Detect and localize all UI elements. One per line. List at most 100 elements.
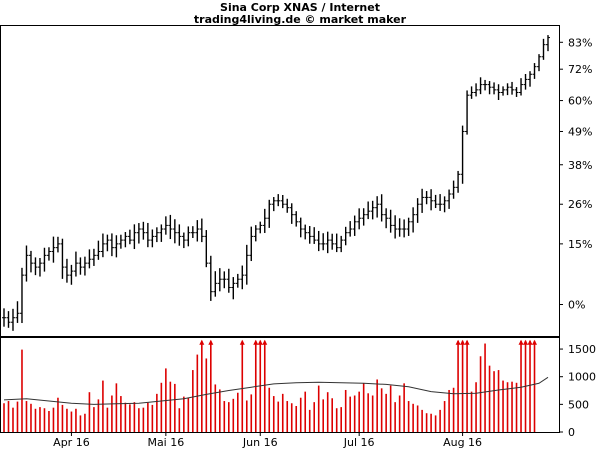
price-bar — [415, 198, 420, 223]
price-bar — [154, 227, 159, 243]
price-bar — [451, 180, 456, 199]
price-bar — [316, 230, 321, 252]
price-tick-label: 26% — [568, 198, 592, 211]
price-bar — [46, 247, 51, 261]
price-bar — [537, 54, 542, 72]
price-bar — [483, 79, 488, 91]
x-tick-label: Jul 16 — [343, 436, 375, 449]
price-bar — [69, 264, 74, 285]
price-bar — [19, 267, 24, 324]
chart-subtitle: trading4living.de © market maker — [193, 13, 407, 26]
price-bar — [298, 217, 303, 238]
price-bar — [127, 229, 132, 245]
price-bar — [150, 229, 155, 248]
price-bar — [73, 251, 78, 277]
price-bar — [357, 208, 362, 230]
price-bar — [226, 268, 231, 293]
price-bar — [109, 233, 114, 257]
volume-moving-average — [3, 376, 549, 405]
volume-bar — [532, 339, 538, 432]
price-bar — [442, 196, 447, 213]
price-bars — [2, 35, 550, 331]
price-bar — [460, 125, 465, 184]
price-bar — [118, 234, 123, 249]
price-bar — [190, 226, 195, 238]
price-bar — [424, 191, 429, 205]
price-bar — [501, 86, 506, 96]
price-bar — [546, 35, 550, 52]
x-tick-label: Aug 16 — [443, 436, 482, 449]
price-bar — [78, 257, 83, 275]
price-bar — [330, 233, 335, 250]
price-bar — [438, 194, 443, 211]
price-bar — [343, 226, 348, 246]
price-bar — [199, 218, 204, 243]
price-bar — [523, 73, 528, 90]
price-bar — [28, 250, 33, 273]
price-bar — [429, 189, 434, 211]
price-bar — [469, 86, 474, 99]
price-bar — [510, 81, 515, 95]
price-bar — [204, 230, 209, 268]
volume-y-axis: 1500 1000 500 0 — [559, 343, 596, 439]
price-bar — [541, 38, 546, 60]
price-bar — [397, 218, 402, 237]
price-bar — [235, 273, 240, 288]
price-bar — [393, 215, 398, 239]
price-bar — [276, 194, 281, 207]
volume-bar — [455, 339, 461, 432]
volume-tick-label: 1500 — [568, 343, 596, 356]
price-bar — [100, 233, 105, 258]
price-bar — [375, 196, 380, 218]
price-bar — [325, 231, 330, 254]
price-bar — [244, 244, 249, 285]
x-axis: Apr 16 Mai 16 Jun 16 Jul 16 Aug 16 — [53, 432, 482, 449]
price-y-axis: 83% 72% 60% 49% 38% 26% 15% 0% — [559, 36, 592, 312]
price-tick-label: 15% — [568, 238, 592, 251]
volume-bar — [199, 339, 205, 432]
price-bar — [195, 220, 200, 242]
price-bar — [487, 81, 492, 95]
price-tick-label: 49% — [568, 125, 592, 138]
price-bar — [51, 236, 56, 263]
price-panel-frame — [0, 25, 560, 337]
price-bar — [42, 247, 47, 272]
price-bar — [105, 234, 110, 252]
volume-bar — [239, 339, 245, 432]
price-bar — [447, 189, 452, 209]
price-tick-label: 83% — [568, 36, 592, 49]
price-bar — [478, 77, 483, 95]
x-tick-label: Mai 16 — [147, 436, 184, 449]
price-bar — [366, 201, 371, 220]
price-bar — [145, 222, 150, 248]
price-bar — [519, 78, 524, 96]
price-bar — [528, 71, 533, 87]
price-bar — [114, 235, 119, 258]
price-bar — [123, 232, 128, 248]
price-bar — [388, 209, 393, 233]
price-bar — [379, 194, 384, 222]
volume-bars — [3, 339, 538, 432]
price-tick-label: 0% — [568, 299, 585, 312]
price-bar — [60, 238, 65, 279]
price-bar — [2, 308, 6, 327]
price-bar — [249, 226, 254, 262]
price-bar — [258, 221, 263, 234]
price-bar — [15, 301, 20, 323]
price-bar — [208, 255, 213, 301]
price-bar — [37, 257, 42, 277]
price-bar — [240, 265, 245, 290]
price-bar — [177, 224, 182, 246]
volume-bar — [460, 339, 466, 432]
price-bar — [514, 87, 519, 97]
price-bar — [456, 170, 461, 193]
price-bar — [141, 221, 146, 240]
price-bar — [361, 208, 366, 226]
chart-title: Sina Corp XNAS / Internet — [220, 1, 380, 14]
price-bar — [55, 236, 60, 253]
price-bar — [474, 83, 479, 97]
volume-panel-frame — [0, 337, 560, 433]
price-bar — [172, 219, 177, 244]
price-bar — [91, 248, 96, 266]
price-bar — [280, 194, 285, 209]
